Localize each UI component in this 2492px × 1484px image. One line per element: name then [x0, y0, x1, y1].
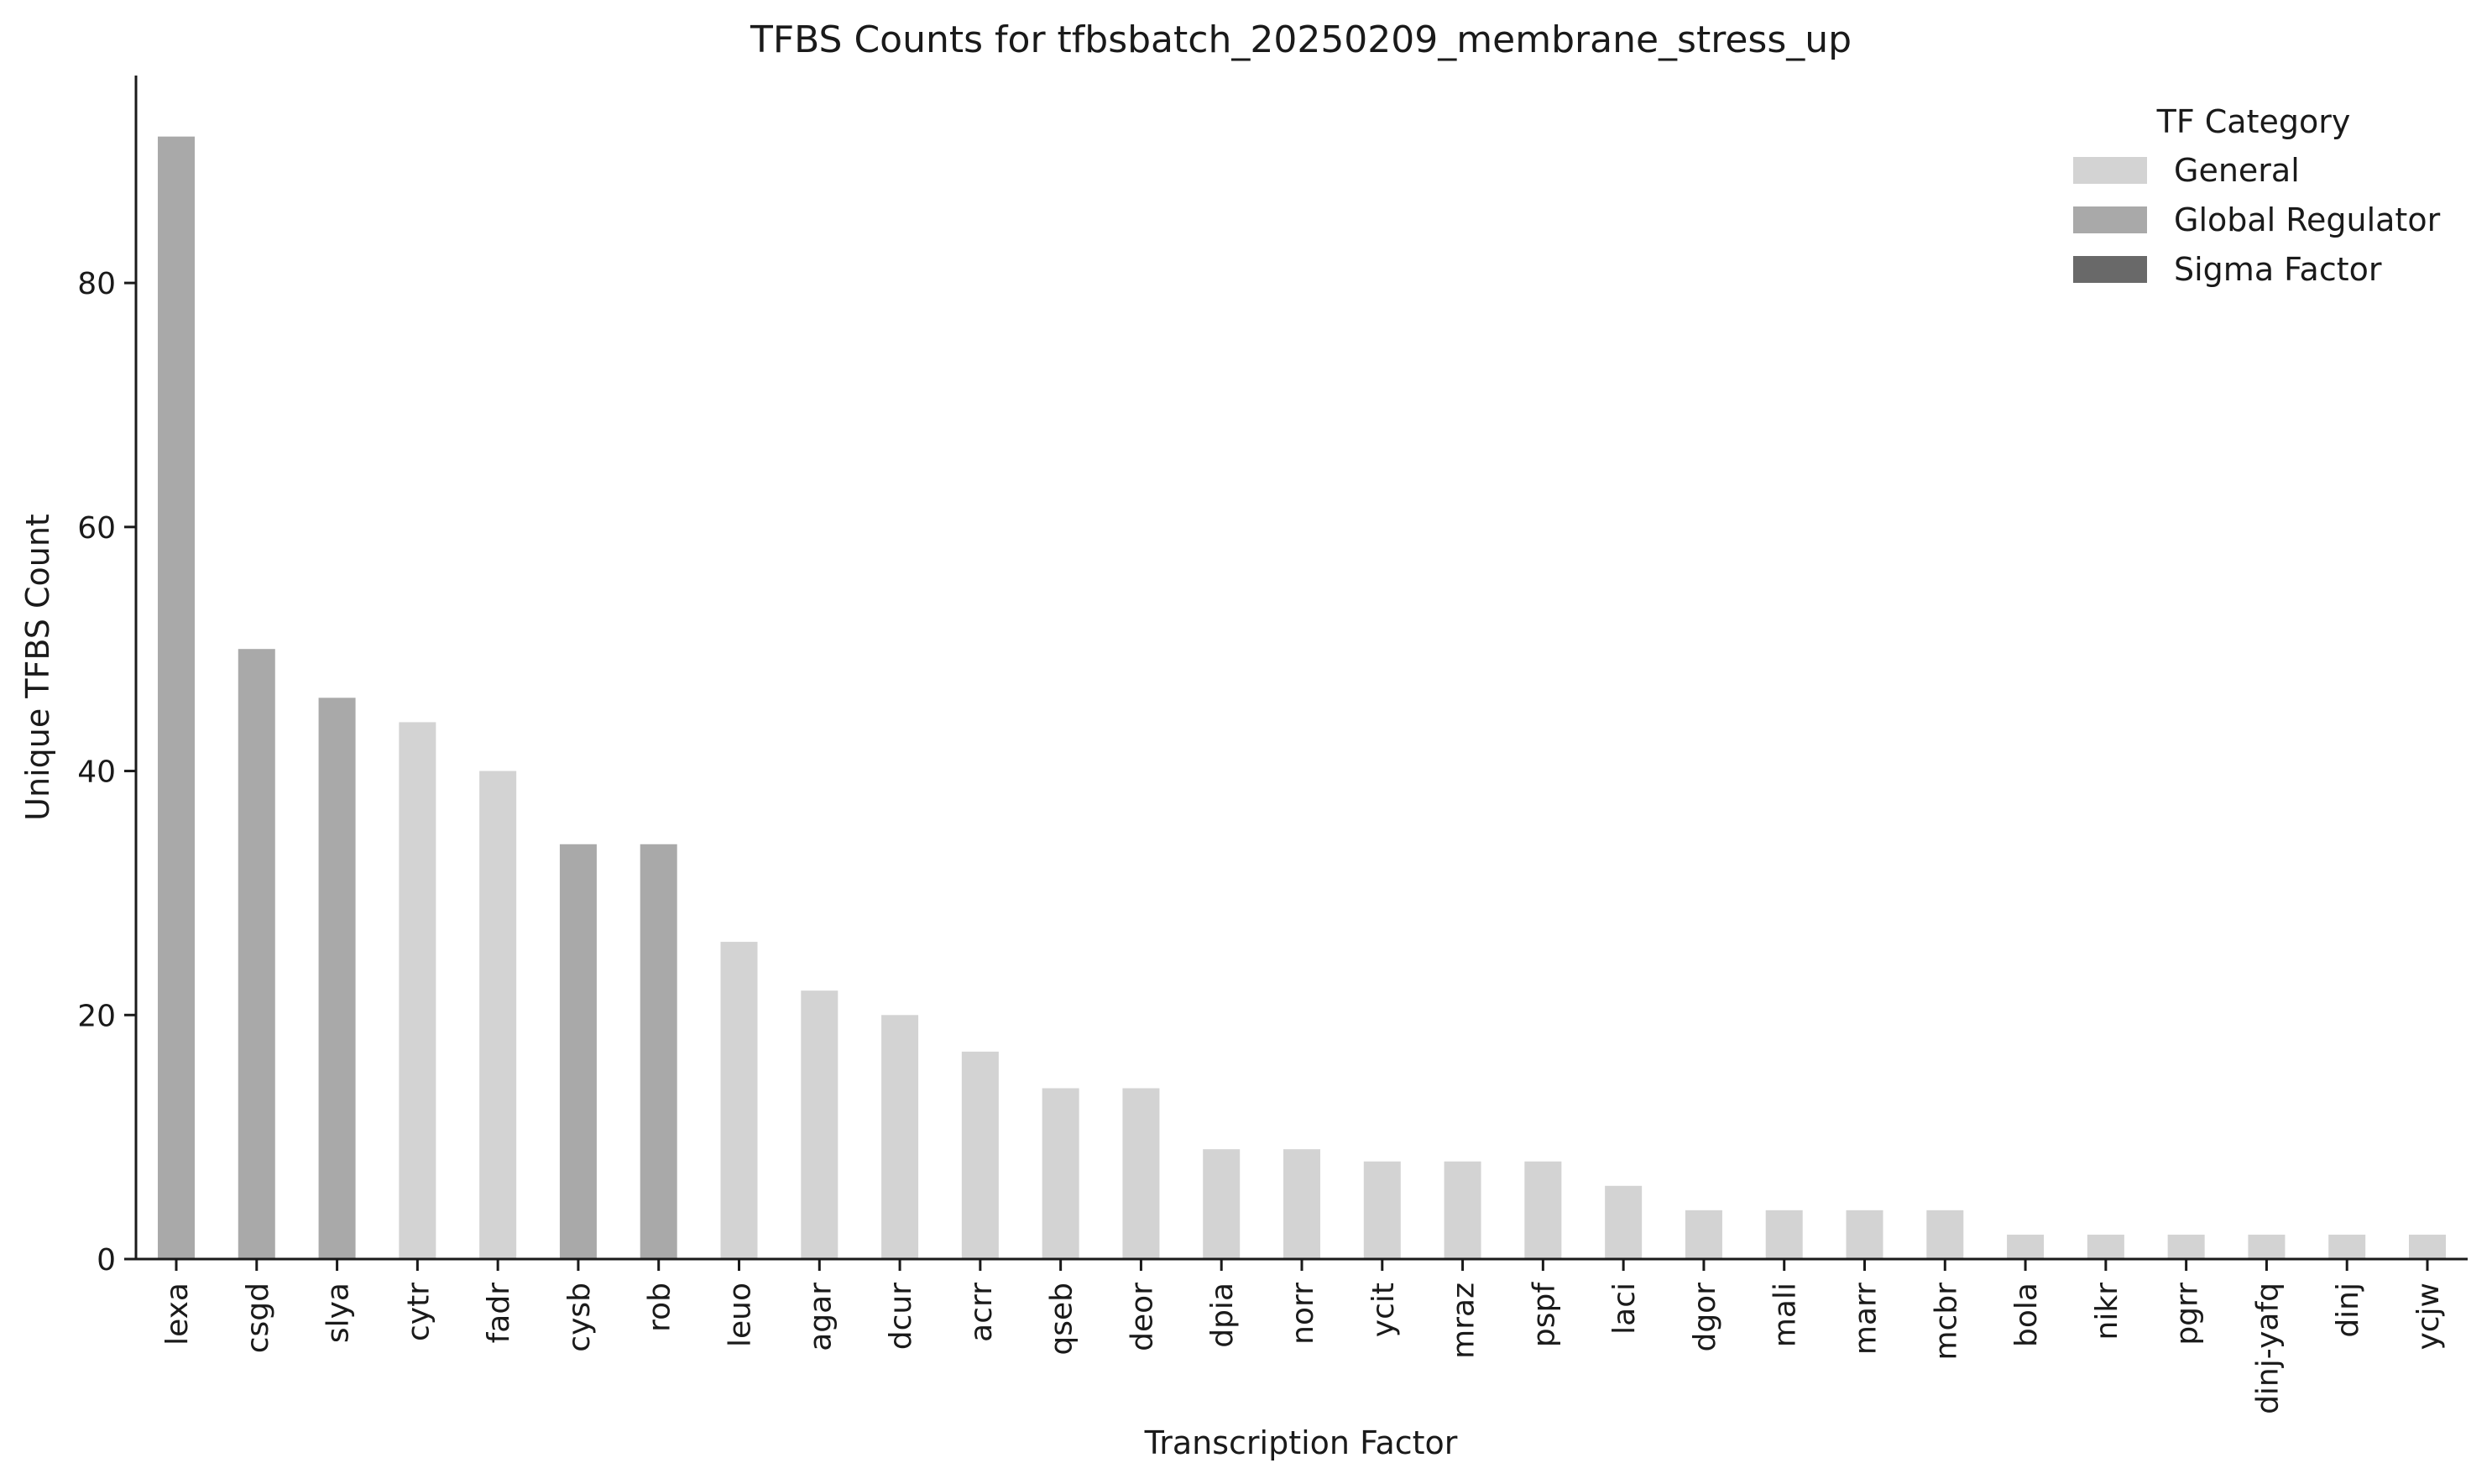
x-tick-label-dgor: dgor: [1688, 1283, 1722, 1352]
bar-rob: [640, 844, 677, 1259]
x-tick-label-rob: rob: [643, 1283, 677, 1332]
x-tick-label-lexa: lexa: [160, 1283, 195, 1346]
x-tick-label-agar: agar: [803, 1283, 838, 1351]
bar-ycjw: [2409, 1234, 2446, 1259]
legend-label: Global Regulator: [2174, 201, 2441, 238]
x-tick-label-dpia: dpia: [1205, 1283, 1240, 1348]
bar-norr: [1283, 1149, 1320, 1259]
x-tick-label-laci: laci: [1607, 1283, 1642, 1335]
x-tick-label-pgrr: pgrr: [2171, 1283, 2205, 1346]
x-tick-label-qseb: qseb: [1045, 1283, 1079, 1356]
x-tick-label-nikr: nikr: [2090, 1283, 2124, 1340]
legend-swatch-general: [2073, 157, 2147, 184]
y-tick-label: 0: [97, 1243, 116, 1278]
bar-laci: [1605, 1185, 1643, 1259]
x-tick-label-fadr: fadr: [482, 1283, 516, 1344]
x-tick-label-csgd: csgd: [241, 1283, 275, 1353]
bar-mraz: [1444, 1161, 1481, 1259]
x-tick-label-slya: slya: [321, 1283, 356, 1343]
x-tick-label-mali: mali: [1768, 1283, 1803, 1347]
bar-dinj-yafq: [2248, 1234, 2286, 1259]
y-axis-label: Unique TFBS Count: [19, 514, 56, 821]
x-tick-label-cytr: cytr: [401, 1283, 436, 1341]
bar-dpia: [1203, 1149, 1241, 1259]
x-tick-label-bola: bola: [2009, 1283, 2044, 1347]
legend-label: General: [2174, 152, 2300, 189]
bars-group: [158, 136, 2446, 1259]
bar-nikr: [2087, 1234, 2124, 1259]
legend-swatch-sigma-factor: [2073, 256, 2147, 283]
bar-qseb: [1042, 1088, 1079, 1259]
x-tick-label-ycit: ycit: [1366, 1283, 1401, 1337]
bar-fadr: [479, 771, 517, 1259]
bar-deor: [1122, 1088, 1160, 1259]
x-tick-label-cysb: cysb: [562, 1283, 597, 1352]
x-tick-label-dcur: dcur: [884, 1283, 918, 1350]
y-ticks-group: 0 20 40 60 80: [77, 267, 136, 1278]
chart-title: TFBS Counts for tfbsbatch_20250209_membr…: [750, 18, 1852, 61]
x-tick-label-leuo: leuo: [724, 1283, 758, 1347]
bar-dinj: [2328, 1234, 2366, 1259]
x-tick-label-mcbr: mcbr: [1929, 1283, 1963, 1361]
bar-dcur: [881, 1015, 919, 1259]
bar-csgd: [238, 649, 275, 1259]
bar-dgor: [1685, 1210, 1722, 1259]
x-tick-label-dinj: dinj: [2331, 1283, 2365, 1338]
bar-mcbr: [1926, 1210, 1964, 1259]
x-ticks-group: lexa csgd slya cytr fadr cysb rob leuo agar dcur a…: [160, 1259, 2446, 1414]
bar-agar: [801, 990, 839, 1259]
bar-lexa: [158, 136, 195, 1259]
x-tick-label-ycjw: ycjw: [2411, 1283, 2446, 1351]
bar-cysb: [559, 844, 597, 1259]
bar-acrr: [961, 1051, 999, 1259]
bar-mali: [1765, 1210, 1803, 1259]
x-tick-label-pspf: pspf: [1527, 1282, 1561, 1347]
legend-swatch-global-regulator: [2073, 206, 2147, 233]
bar-marr: [1846, 1210, 1883, 1259]
bar-ycit: [1363, 1161, 1401, 1259]
bar-bola: [2007, 1234, 2045, 1259]
y-tick-label: 60: [77, 511, 116, 546]
legend-title: TF Category: [2156, 103, 2351, 140]
y-tick-label: 80: [77, 267, 116, 301]
x-tick-label-norr: norr: [1286, 1283, 1320, 1345]
bar-slya: [318, 698, 356, 1259]
x-tick-label-marr: marr: [1849, 1283, 1883, 1355]
y-tick-label: 20: [77, 999, 116, 1033]
y-tick-label: 40: [77, 755, 116, 790]
x-axis-label: Transcription Factor: [1144, 1424, 1458, 1461]
bar-cytr: [399, 722, 436, 1259]
legend-label: Sigma Factor: [2174, 251, 2382, 288]
x-tick-label-acrr: acrr: [964, 1283, 999, 1342]
bar-pspf: [1524, 1161, 1562, 1259]
x-tick-label-dinj-yafq: dinj-yafq: [2250, 1283, 2285, 1414]
legend: TF Category General Global Regulator Sigma…: [2073, 103, 2441, 288]
bar-pgrr: [2167, 1234, 2205, 1259]
x-tick-label-deor: deor: [1125, 1283, 1159, 1351]
bar-leuo: [720, 942, 758, 1259]
x-tick-label-mraz: mraz: [1447, 1283, 1481, 1359]
